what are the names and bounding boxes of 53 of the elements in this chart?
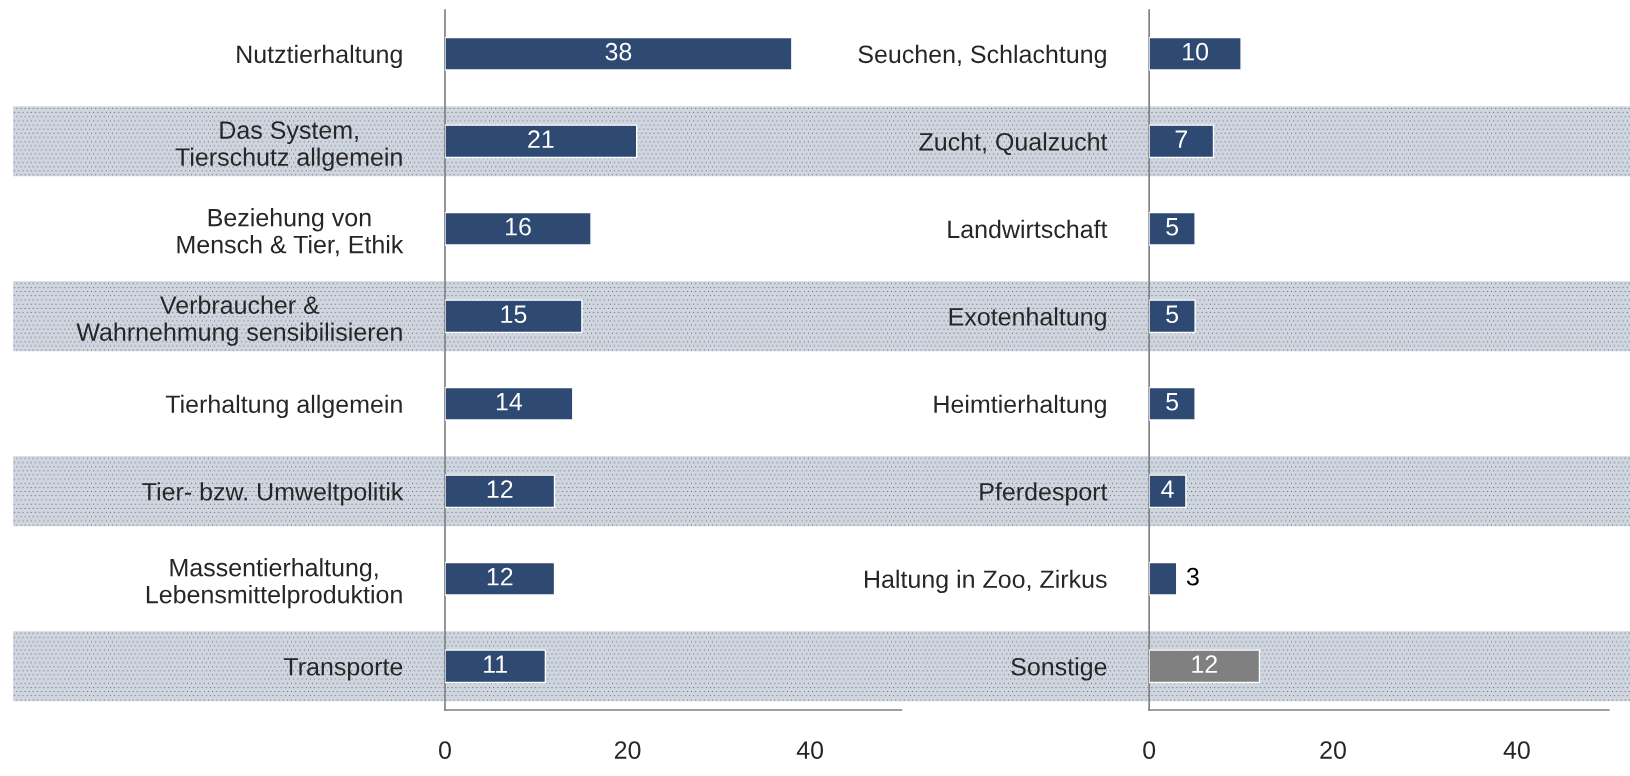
bar (1149, 299, 1196, 334)
bar (444, 211, 592, 246)
bar (444, 649, 547, 684)
bar (444, 36, 793, 71)
data-label: 21 (528, 130, 554, 148)
x-tick-label: 0 (1143, 741, 1156, 759)
data-label: 12 (487, 480, 513, 498)
bar (444, 474, 556, 509)
data-label: 10 (1183, 42, 1209, 61)
x-tick-label: 40 (1503, 741, 1530, 759)
data-label: 38 (605, 42, 632, 61)
x-tick-label: 20 (614, 741, 641, 759)
bar (444, 124, 638, 159)
bar (1149, 386, 1196, 421)
data-label: 15 (501, 305, 527, 324)
y-tick-label: Heimtierhaltung (934, 394, 1106, 419)
x-tick-label: 40 (796, 741, 824, 759)
data-label: 4 (1161, 480, 1174, 498)
y-tick-label: Sonstige (1011, 657, 1107, 681)
y-tick-label: Haltung in Zoo, Zirkus (865, 569, 1107, 594)
data-label: 3 (1186, 567, 1199, 586)
y-tick-label: Pferdesport (980, 482, 1108, 506)
data-label: 12 (487, 567, 513, 586)
data-label: 12 (1192, 655, 1217, 673)
x-tick-label: 20 (1320, 741, 1346, 759)
y-tick-label: Das System, Tierschutz allgemein (175, 121, 402, 171)
bar (444, 386, 574, 421)
x-tick-label: 0 (439, 741, 451, 759)
data-label: 5 (1166, 393, 1179, 411)
y-tick-label: Verbraucher & Wahrnehmung sensibilisieren (76, 295, 402, 346)
y-tick-label: Zucht, Qualzucht (919, 132, 1108, 156)
bar (1149, 561, 1178, 596)
y-tick-label: Massentierhaltung, Lebensmittelproduktion (146, 558, 402, 609)
data-label: 14 (496, 393, 523, 411)
data-label: 5 (1166, 305, 1179, 324)
bar (444, 299, 583, 334)
y-tick-label: Seuchen, Schlachtung (858, 44, 1106, 69)
data-label: 16 (506, 217, 531, 236)
y-tick-label: Transporte (283, 658, 403, 681)
data-label: 7 (1175, 130, 1188, 148)
y-tick-label: Beziehung von Mensch & Tier, Ethik (177, 208, 404, 257)
y-tick-label: Tierhaltung allgemein (165, 394, 402, 419)
bar (1149, 211, 1196, 246)
data-label: 11 (484, 655, 507, 673)
bar (1149, 474, 1187, 509)
y-tick-label: Landwirtschaft (948, 219, 1108, 239)
y-tick-label: Tier- bzw. Umweltpolitik (142, 482, 404, 506)
y-tick-label: Exotenhaltung (949, 307, 1106, 331)
bar (444, 561, 556, 596)
y-tick-label: Nutztierhaltung (237, 44, 402, 69)
bar (1149, 36, 1242, 71)
data-label: 5 (1166, 218, 1179, 236)
bar (1149, 124, 1215, 159)
